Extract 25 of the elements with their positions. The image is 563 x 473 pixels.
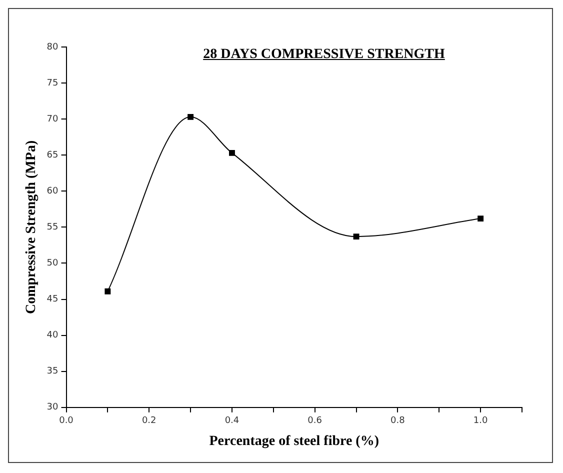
point <box>353 234 360 240</box>
y-tick-label: 80 <box>46 42 59 52</box>
point <box>104 288 111 294</box>
x-tick-label: 0.4 <box>224 416 240 426</box>
y-tick-label: 65 <box>46 150 58 160</box>
point <box>188 114 194 120</box>
y-tick-label: 40 <box>46 330 59 341</box>
y-tick-label: 75 <box>46 78 58 88</box>
x-tick-label: 0.8 <box>390 416 406 426</box>
y-tick-label: 70 <box>46 114 59 124</box>
y-tick-label: 60 <box>46 186 59 197</box>
point <box>478 216 484 222</box>
chart-title: 28 DAYS COMPRESSIVE STRENGTH <box>202 47 446 63</box>
y-tick-label: 30 <box>46 402 59 413</box>
x-tick-label: 1.0 <box>473 416 488 426</box>
x-tick-label: 0.0 <box>59 416 74 426</box>
y-tick-label: 55 <box>46 222 58 233</box>
y-axis-title: Compressive Strength (MPa) <box>24 140 40 314</box>
x-axis-title: Percentage of steel fibre (%) <box>209 434 380 450</box>
y-tick-label: 35 <box>46 366 58 377</box>
y-tick-label: 50 <box>46 258 59 269</box>
point <box>229 150 235 156</box>
x-tick-label: 0.2 <box>142 416 156 426</box>
x-tick-label: 0.6 <box>308 416 322 426</box>
y-tick-label: 45 <box>46 294 58 305</box>
